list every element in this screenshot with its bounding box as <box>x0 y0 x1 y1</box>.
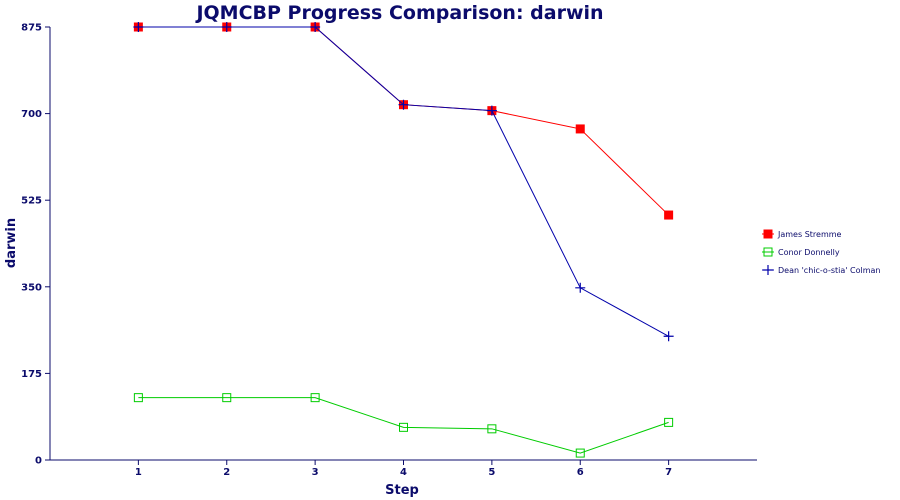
data-point <box>664 417 674 427</box>
x-tick-label: 2 <box>223 467 230 478</box>
x-axis-label: Step <box>385 483 419 498</box>
data-point <box>221 22 232 32</box>
data-point <box>310 22 321 32</box>
data-point <box>133 393 143 403</box>
legend-marker <box>763 247 773 257</box>
data-point <box>310 393 320 403</box>
chart-title: JQMCBP Progress Comparison: darwin <box>194 2 603 24</box>
y-tick-label: 175 <box>21 369 42 380</box>
x-tick-label: 7 <box>665 467 672 478</box>
x-tick-label: 1 <box>135 467 142 478</box>
series-2 <box>133 393 674 458</box>
y-tick-label: 350 <box>21 282 42 293</box>
series-line <box>138 26 669 337</box>
data-point <box>575 282 586 293</box>
y-tick-label: 525 <box>21 196 42 207</box>
data-point <box>398 99 409 110</box>
series-layer <box>133 22 674 458</box>
x-axis-ticks: 1 2 3 4 5 6 7 <box>135 460 672 478</box>
legend-label: Dean 'chic-o-stia' Colman <box>778 266 881 275</box>
data-point <box>133 22 144 32</box>
series-line <box>138 26 669 216</box>
x-tick-label: 4 <box>400 467 407 478</box>
data-point <box>399 422 408 432</box>
legend-label: James Stremme <box>777 230 842 239</box>
x-tick-label: 3 <box>312 467 319 478</box>
legend-label: Conor Donnelly <box>778 248 840 257</box>
legend-marker <box>763 265 773 275</box>
series-1 <box>133 22 674 220</box>
x-tick-label: 5 <box>488 467 495 478</box>
data-point <box>575 448 585 458</box>
y-tick-label: 700 <box>21 109 42 120</box>
x-tick-label: 6 <box>577 467 584 478</box>
y-axis-label: darwin <box>4 218 19 268</box>
series-line <box>138 397 669 454</box>
legend: James Stremme Conor Donnelly Dean 'chic-o-… <box>762 229 881 275</box>
data-point <box>664 210 674 220</box>
data-point <box>222 393 232 403</box>
data-point <box>575 124 585 134</box>
data-point <box>487 424 497 434</box>
legend-marker <box>763 229 773 239</box>
series-3 <box>133 22 674 342</box>
data-point <box>663 331 674 342</box>
y-tick-label: 0 <box>35 456 42 467</box>
y-tick-label: 875 <box>21 23 42 34</box>
y-axis-ticks: 0 175 350 525 700 875 <box>21 23 50 467</box>
data-point <box>486 105 497 116</box>
legend-entry: Conor Donnelly <box>762 247 840 257</box>
legend-entry: James Stremme <box>762 229 842 239</box>
legend-entry: Dean 'chic-o-stia' Colman <box>762 265 881 275</box>
